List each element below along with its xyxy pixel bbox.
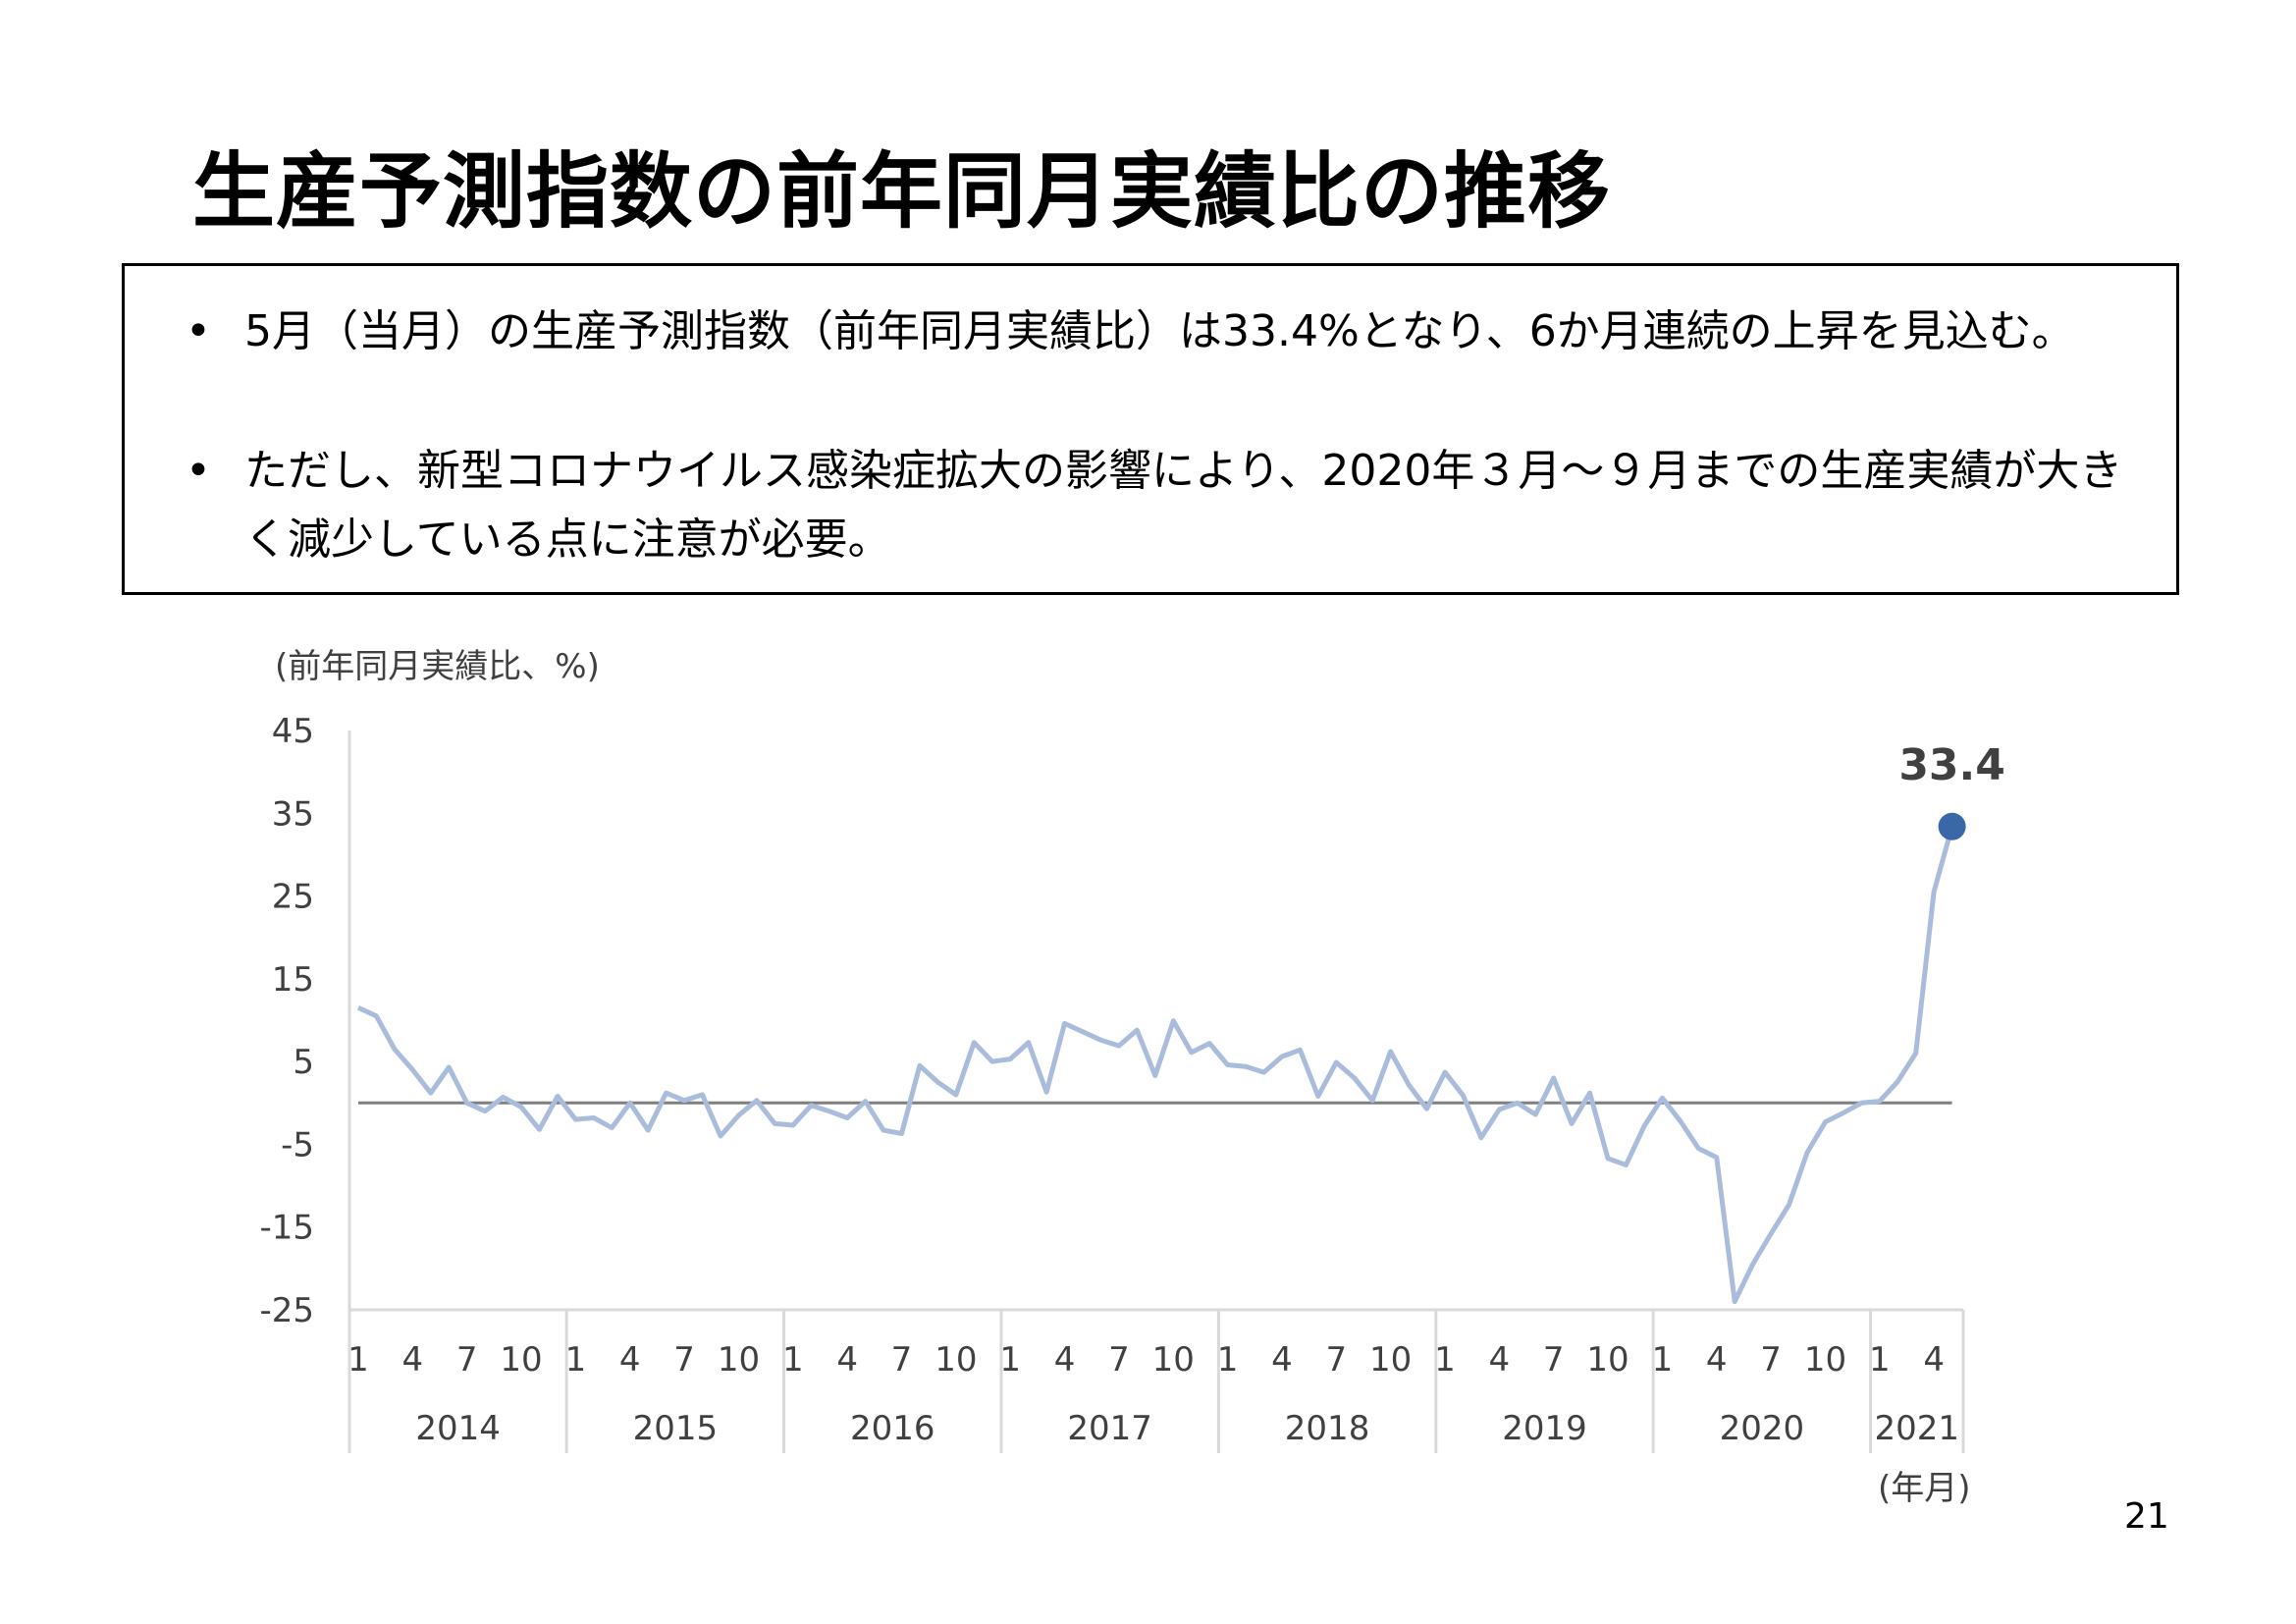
series-line xyxy=(356,826,1955,1305)
x-tick-month-label: 10 xyxy=(718,1340,760,1380)
data-points xyxy=(357,826,1952,1302)
x-axis-unit-label: (年月) xyxy=(1878,1469,1971,1508)
x-tick-month-label: 4 xyxy=(1706,1340,1728,1380)
x-tick-month-label: 7 xyxy=(1543,1340,1565,1380)
x-tick-month-label: 4 xyxy=(1923,1340,1945,1380)
x-tick-month-label: 4 xyxy=(1271,1340,1293,1380)
x-tick-month-label: 1 xyxy=(1434,1340,1456,1380)
x-tick-month-label: 4 xyxy=(1489,1340,1511,1380)
x-tick-year-label: 2014 xyxy=(415,1409,501,1448)
y-tick-label: 15 xyxy=(272,960,314,1000)
x-tick-year-label: 2020 xyxy=(1720,1409,1805,1448)
x-tick-month-label: 4 xyxy=(402,1340,424,1380)
x-tick-month-label: 10 xyxy=(1586,1340,1629,1380)
page-number: 21 xyxy=(2124,1496,2169,1537)
x-tick-month-label: 7 xyxy=(456,1340,478,1380)
x-tick-month-label: 10 xyxy=(1804,1340,1846,1380)
x-tick-year-label: 2016 xyxy=(850,1409,935,1448)
x-tick-month-label: 4 xyxy=(836,1340,858,1380)
x-tick-month-label: 1 xyxy=(782,1340,804,1380)
summary-bullet-text: 5月（当月）の生産予測指数（前年同月実績比）は33.4%となり、6か月連続の上昇… xyxy=(244,306,2075,356)
x-tick-month-label: 10 xyxy=(500,1340,542,1380)
last-value-label: 33.4 xyxy=(1898,740,2005,790)
x-tick-year-label: 2017 xyxy=(1067,1409,1152,1448)
y-tick-label: 35 xyxy=(272,794,314,834)
summary-bullet: • ただし、新型コロナウイルス感染症拡大の影響により、2020年３月～９月までの… xyxy=(186,437,2139,574)
x-tick-month-label: 1 xyxy=(565,1340,587,1380)
summary-box: • 5月（当月）の生産予測指数（前年同月実績比）は33.4%となり、6か月連続の… xyxy=(122,263,2179,595)
x-tick-month-label: 4 xyxy=(619,1340,641,1380)
x-tick-month-label: 7 xyxy=(891,1340,913,1380)
y-tick-label: -25 xyxy=(259,1291,314,1330)
x-tick-month-label: 7 xyxy=(1325,1340,1347,1380)
page-title: 生産予測指数の前年同月実績比の推移 xyxy=(192,143,1612,240)
x-tick-month-label: 7 xyxy=(1108,1340,1130,1380)
y-axis-label: (前年同月実績比、%) xyxy=(275,647,600,686)
x-tick-month-label: 10 xyxy=(1369,1340,1412,1380)
x-tick-month-label: 1 xyxy=(347,1340,369,1380)
bullet-dot: • xyxy=(186,306,211,356)
summary-bullet: • 5月（当月）の生産予測指数（前年同月実績比）は33.4%となり、6か月連続の… xyxy=(186,298,2139,366)
summary-bullet-text: ただし、新型コロナウイルス感染症拡大の影響により、2020年３月～９月までの生産… xyxy=(244,446,2123,565)
x-tick-year-label: 2015 xyxy=(633,1409,719,1448)
x-tick-month-label: 1 xyxy=(1217,1340,1239,1380)
x-tick-year-label: 2021 xyxy=(1875,1409,1960,1448)
x-tick-month-label: 7 xyxy=(1760,1340,1782,1380)
x-tick-month-label: 4 xyxy=(1054,1340,1076,1380)
x-tick-year-label: 2019 xyxy=(1502,1409,1587,1448)
x-tick-month-label: 10 xyxy=(934,1340,977,1380)
y-tick-label: 45 xyxy=(272,712,314,751)
y-axis: 45 35 25 15 5 -5 -15 -25 xyxy=(259,712,351,1330)
y-tick-label: -5 xyxy=(281,1125,314,1164)
y-tick-label: 5 xyxy=(293,1043,314,1082)
last-data-point xyxy=(1938,812,1966,840)
x-tick-month-label: 1 xyxy=(1652,1340,1674,1380)
x-tick-year-label: 2018 xyxy=(1285,1409,1370,1448)
x-tick-month-label: 7 xyxy=(673,1340,695,1380)
x-tick-month-label: 1 xyxy=(1869,1340,1891,1380)
x-tick-month-label: 10 xyxy=(1152,1340,1195,1380)
bullet-dot: • xyxy=(186,446,211,496)
y-tick-label: 25 xyxy=(272,878,314,917)
x-tick-month-label: 1 xyxy=(999,1340,1021,1380)
y-tick-label: -15 xyxy=(259,1209,314,1248)
